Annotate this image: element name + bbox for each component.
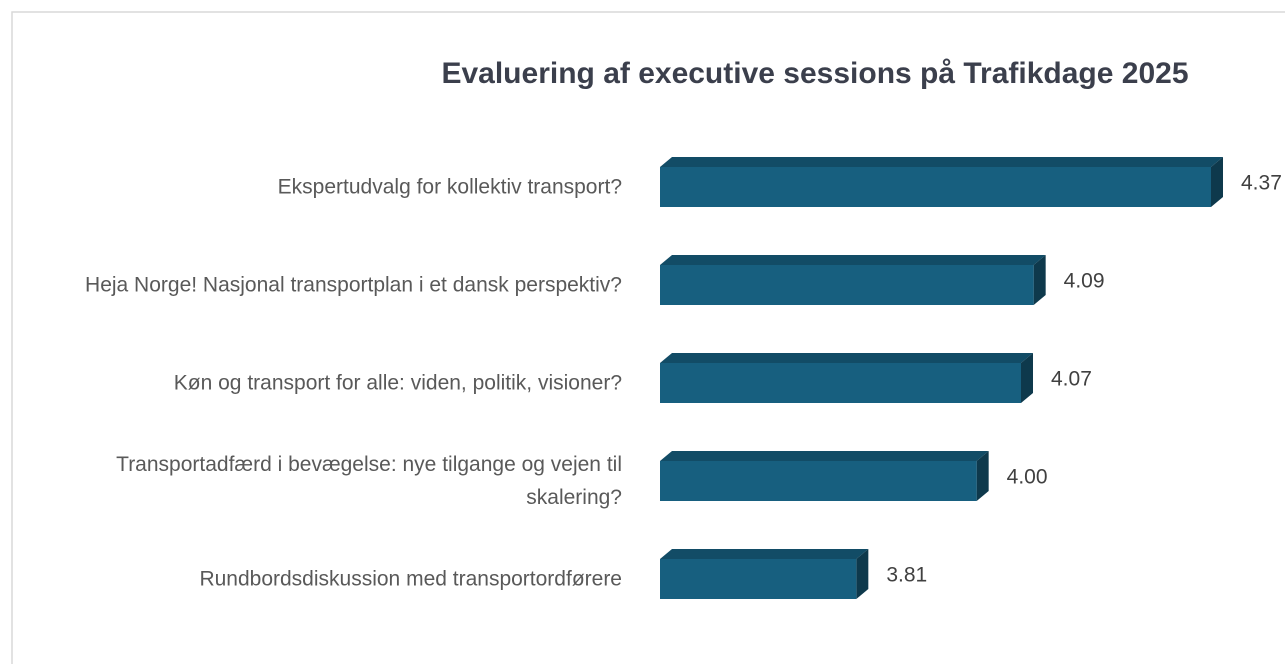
bar-front (660, 265, 1034, 305)
bar-top (660, 157, 1223, 167)
bar-side (1033, 255, 1046, 305)
bar-top (660, 549, 869, 559)
value-label: 3.81 (886, 564, 927, 587)
bar (660, 255, 1046, 305)
chart-title: Evaluering af executive sessions på Traf… (441, 57, 1188, 90)
value-label: 4.07 (1051, 368, 1092, 391)
category-label: Ekspertudvalg for kollektiv transport? (277, 175, 622, 199)
value-label: 4.00 (1007, 466, 1048, 489)
chart-border (11, 11, 1285, 664)
bar-front (660, 559, 857, 599)
category-label: Køn og transport for alle: viden, politi… (173, 371, 622, 395)
bar (660, 549, 869, 599)
bar-side (1211, 157, 1223, 207)
bar-side (1021, 353, 1033, 403)
bar (660, 157, 1223, 207)
value-label: 4.37 (1241, 172, 1282, 195)
value-label: 4.09 (1064, 270, 1105, 293)
category-label: Rundbordsdiskussion med transportordføre… (199, 567, 622, 591)
bar (660, 353, 1033, 403)
bar-side (976, 451, 989, 501)
bar-side (856, 549, 869, 599)
category-label: Heja Norge! Nasjonal transportplan i et … (85, 273, 622, 297)
bar-top (660, 451, 989, 461)
category-label: Transportadfærd i bevægelse: nye tilgang… (116, 453, 622, 509)
bar-top (660, 255, 1046, 265)
bar-top (660, 353, 1033, 363)
bar-front (660, 363, 1021, 403)
bar-front (660, 167, 1211, 207)
bar (660, 451, 989, 501)
bar-front (660, 461, 977, 501)
